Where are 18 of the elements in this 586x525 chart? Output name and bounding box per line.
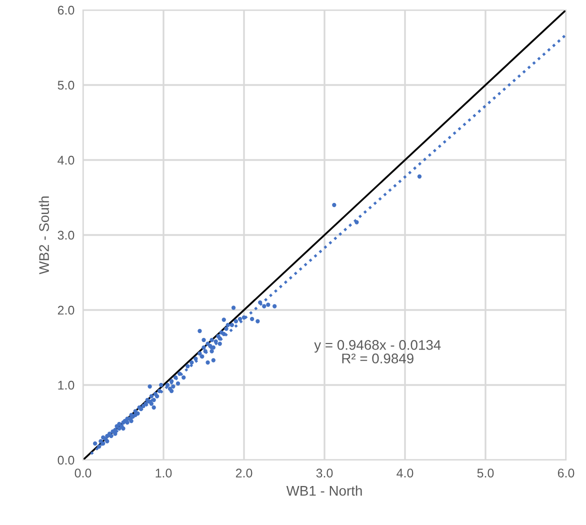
x-tick-label: 4.0 (396, 468, 414, 478)
x-tick-label: 1.0 (156, 468, 172, 478)
y-tick-label: 1.0 (58, 380, 74, 390)
y-axis-title: WB2 - South (38, 196, 49, 274)
y-tick-label: 0.0 (58, 456, 74, 465)
y-tick-label: 3.0 (58, 230, 74, 240)
annotation: R² = 0.9849 (342, 354, 414, 364)
x-tick-label: 5.0 (477, 468, 494, 478)
annotation: y = 0.9468x - 0.0134 (314, 340, 441, 353)
x-tick-label: 3.0 (316, 468, 333, 478)
x-tick-label: 2.0 (236, 468, 252, 478)
x-axis-title: WB1 - North (286, 486, 362, 496)
x-tick-label: 0.0 (74, 468, 92, 478)
y-tick-label: 4.0 (58, 156, 74, 165)
y-tick-label: 2.0 (58, 306, 74, 315)
y-tick-label: 6.0 (58, 6, 74, 15)
y-tick-label: 5.0 (58, 80, 74, 90)
x-tick-label: 6.0 (558, 468, 574, 478)
